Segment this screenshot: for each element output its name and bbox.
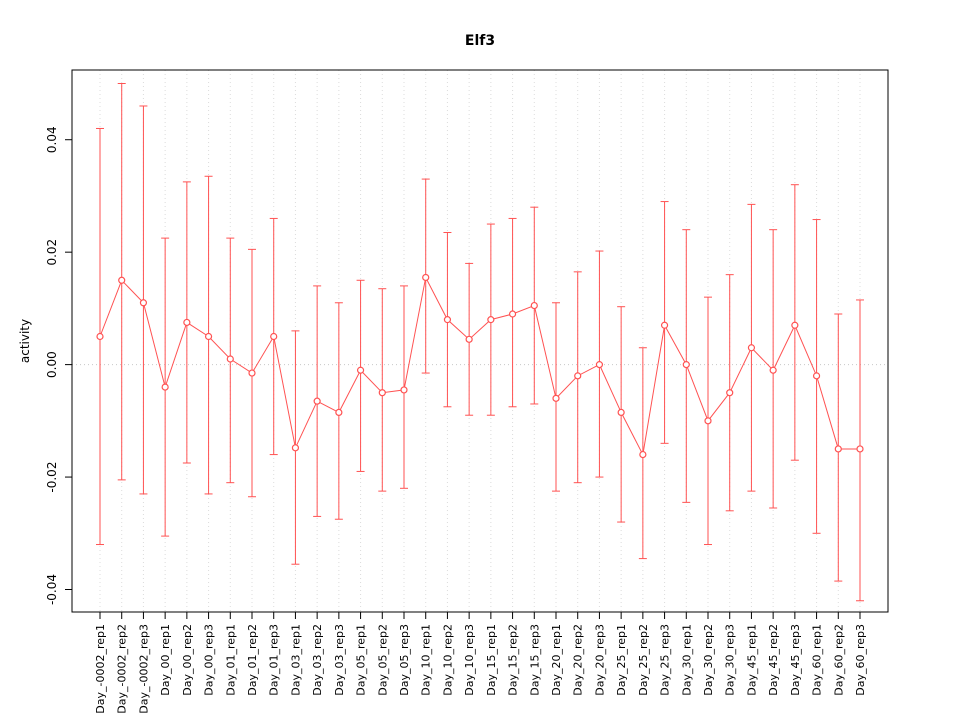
y-tick-label: -0.02 xyxy=(45,462,59,493)
data-point xyxy=(291,444,300,452)
data-point xyxy=(682,361,690,369)
x-tick-label: Day_-0002_rep2 xyxy=(116,624,129,714)
x-tick-label: Day_05_rep3 xyxy=(398,624,411,696)
data-point xyxy=(769,366,777,374)
x-tick-label: Day_15_rep3 xyxy=(528,624,541,696)
data-point xyxy=(183,318,191,327)
data-point xyxy=(422,273,430,282)
data-point xyxy=(726,389,734,397)
x-tick-label: Day_30_rep1 xyxy=(680,624,693,696)
plot-box xyxy=(71,69,889,613)
x-tick-label: Day_10_rep2 xyxy=(441,624,454,696)
x-tick-label: Day_03_rep2 xyxy=(311,624,324,696)
y-tick-label: -0.04 xyxy=(45,574,59,605)
x-tick-label: Day_60_rep3 xyxy=(854,624,867,696)
x-tick-label: Day_45_rep1 xyxy=(745,624,758,696)
x-tick-label: Day_10_rep3 xyxy=(463,624,476,696)
x-tick-label: Day_-0002_rep3 xyxy=(137,624,150,714)
data-point xyxy=(139,299,148,307)
x-tick-label: Day_20_rep1 xyxy=(550,624,563,696)
x-tick-label: Day_30_rep2 xyxy=(702,624,715,696)
x-tick-label: Day_45_rep3 xyxy=(789,624,802,696)
x-tick-label: Day_45_rep2 xyxy=(767,624,780,696)
data-point xyxy=(356,366,365,374)
x-tick-label: Day_25_rep3 xyxy=(659,624,672,696)
data-point xyxy=(96,332,104,341)
data-point xyxy=(443,316,452,324)
data-point xyxy=(747,344,756,352)
x-tick-label: Day_00_rep2 xyxy=(181,624,194,696)
data-point xyxy=(248,369,256,377)
data-point xyxy=(508,310,517,318)
y-tick-label: 0.02 xyxy=(45,239,59,266)
x-tick-label: Day_15_rep1 xyxy=(485,624,498,696)
data-point xyxy=(465,335,473,343)
x-tick-label: Day_01_rep1 xyxy=(224,624,237,696)
series-line xyxy=(99,275,860,457)
x-tick-label: Day_03_rep1 xyxy=(289,624,302,696)
x-tick-label: Day_05_rep2 xyxy=(376,624,389,696)
x-tick-label: Day_20_rep2 xyxy=(572,624,585,696)
data-point xyxy=(704,417,712,425)
data-point xyxy=(378,389,386,397)
x-tick-label: Day_10_rep1 xyxy=(420,624,433,696)
x-tick-label: Day_30_rep3 xyxy=(724,624,737,696)
data-point xyxy=(161,383,169,391)
data-point xyxy=(812,372,821,380)
data-point xyxy=(204,332,213,341)
data-point xyxy=(595,361,604,369)
data-point xyxy=(660,321,669,329)
x-tick-label: Day_05_rep1 xyxy=(355,624,368,696)
data-point xyxy=(574,372,582,380)
x-tick-label: Day_00_rep1 xyxy=(159,624,172,696)
data-point xyxy=(400,386,408,394)
x-tick-label: Day_-0002_rep1 xyxy=(94,624,107,714)
data-point xyxy=(552,394,560,402)
data-point xyxy=(639,450,647,459)
x-tick-label: Day_00_rep3 xyxy=(203,624,216,696)
x-tick-label: Day_01_rep2 xyxy=(246,624,259,696)
data-point xyxy=(313,397,321,405)
x-tick-label: Day_25_rep1 xyxy=(615,624,628,696)
x-tick-label: Day_03_rep3 xyxy=(333,624,346,696)
y-tick-label: 0.04 xyxy=(45,126,59,153)
data-point xyxy=(856,445,864,453)
data-point xyxy=(335,408,343,417)
x-tick-label: Day_01_rep3 xyxy=(268,624,281,696)
x-tick-label: Day_60_rep2 xyxy=(832,624,845,696)
y-tick-label: 0.00 xyxy=(45,351,59,378)
data-point xyxy=(617,408,625,417)
x-tick-label: Day_15_rep2 xyxy=(507,624,520,696)
x-tick-label: Day_25_rep2 xyxy=(637,624,650,696)
x-tick-label: Day_60_rep1 xyxy=(811,624,824,696)
data-point xyxy=(118,276,126,284)
data-point xyxy=(530,301,538,310)
chart-title: Elf3 xyxy=(464,33,496,49)
data-point xyxy=(834,445,842,453)
data-point xyxy=(226,355,234,363)
data-point xyxy=(270,332,278,341)
x-tick-label: Day_20_rep3 xyxy=(593,624,606,696)
data-point xyxy=(791,321,799,329)
data-point xyxy=(487,316,495,324)
